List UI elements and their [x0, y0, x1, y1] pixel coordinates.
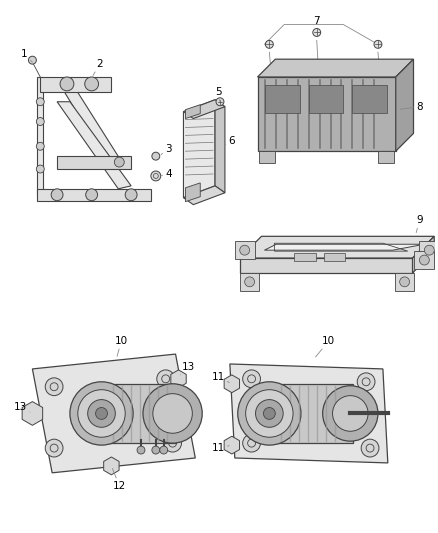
Polygon shape [185, 183, 200, 201]
Circle shape [164, 434, 181, 452]
Text: 3: 3 [161, 144, 172, 155]
Polygon shape [269, 384, 353, 443]
Circle shape [78, 390, 125, 437]
Circle shape [28, 56, 36, 64]
Circle shape [36, 98, 44, 106]
Polygon shape [265, 85, 300, 112]
Circle shape [357, 373, 375, 391]
Circle shape [374, 41, 382, 49]
Circle shape [137, 446, 145, 454]
Circle shape [313, 28, 321, 36]
Circle shape [424, 245, 434, 255]
Circle shape [152, 446, 160, 454]
Polygon shape [184, 100, 215, 198]
Polygon shape [395, 273, 414, 290]
Circle shape [85, 77, 99, 91]
Text: 4: 4 [162, 169, 172, 179]
Text: 1: 1 [21, 49, 32, 62]
Polygon shape [185, 104, 200, 118]
Polygon shape [215, 100, 225, 193]
Polygon shape [414, 251, 434, 269]
Polygon shape [265, 244, 424, 250]
Circle shape [157, 370, 175, 387]
Circle shape [153, 394, 192, 433]
Polygon shape [37, 189, 151, 201]
Circle shape [86, 189, 98, 201]
Circle shape [151, 171, 161, 181]
Text: 7: 7 [314, 15, 320, 26]
Circle shape [400, 277, 410, 287]
Polygon shape [37, 77, 43, 196]
Circle shape [36, 118, 44, 125]
Polygon shape [235, 241, 254, 259]
Polygon shape [258, 77, 396, 151]
Circle shape [60, 77, 74, 91]
Circle shape [265, 41, 273, 49]
Text: 11: 11 [212, 372, 230, 383]
Polygon shape [294, 253, 316, 261]
Text: 6: 6 [224, 136, 235, 147]
Polygon shape [57, 102, 131, 189]
Text: 8: 8 [400, 102, 423, 112]
Circle shape [323, 386, 378, 441]
Circle shape [160, 446, 168, 454]
Circle shape [36, 142, 44, 150]
Circle shape [45, 378, 63, 395]
Text: 2: 2 [93, 59, 103, 76]
Text: 12: 12 [113, 469, 126, 491]
Polygon shape [102, 384, 176, 443]
Circle shape [216, 98, 224, 106]
Polygon shape [240, 236, 434, 258]
Text: 9: 9 [416, 215, 423, 232]
Circle shape [45, 439, 63, 457]
Circle shape [125, 189, 137, 201]
Circle shape [243, 370, 261, 387]
Text: 10: 10 [115, 336, 128, 357]
Text: 13: 13 [14, 401, 30, 412]
Circle shape [240, 245, 250, 255]
Polygon shape [32, 354, 195, 473]
Polygon shape [396, 59, 413, 151]
Polygon shape [40, 77, 111, 92]
Circle shape [143, 384, 202, 443]
Circle shape [70, 382, 133, 445]
Circle shape [361, 439, 379, 457]
Polygon shape [230, 364, 388, 463]
Circle shape [238, 382, 301, 445]
Circle shape [263, 408, 275, 419]
Circle shape [246, 390, 293, 437]
Polygon shape [57, 156, 131, 169]
Polygon shape [184, 100, 225, 118]
Circle shape [420, 255, 429, 265]
Circle shape [245, 277, 254, 287]
Text: 11: 11 [212, 443, 229, 453]
Polygon shape [184, 186, 225, 205]
Polygon shape [240, 273, 259, 290]
Circle shape [51, 189, 63, 201]
Text: 13: 13 [180, 362, 195, 375]
Polygon shape [420, 241, 438, 259]
Circle shape [255, 400, 283, 427]
Polygon shape [57, 80, 121, 164]
Circle shape [243, 434, 261, 452]
Polygon shape [258, 59, 413, 77]
Text: 5: 5 [215, 87, 221, 102]
Circle shape [36, 165, 44, 173]
Text: 10: 10 [315, 336, 335, 357]
Polygon shape [324, 253, 346, 261]
Polygon shape [240, 258, 413, 273]
Circle shape [88, 400, 115, 427]
Polygon shape [259, 151, 275, 163]
Circle shape [95, 408, 107, 419]
Polygon shape [352, 85, 387, 112]
Circle shape [332, 395, 368, 431]
Polygon shape [309, 85, 343, 112]
Circle shape [152, 152, 160, 160]
Polygon shape [413, 236, 434, 273]
Polygon shape [378, 151, 394, 163]
Circle shape [114, 157, 124, 167]
